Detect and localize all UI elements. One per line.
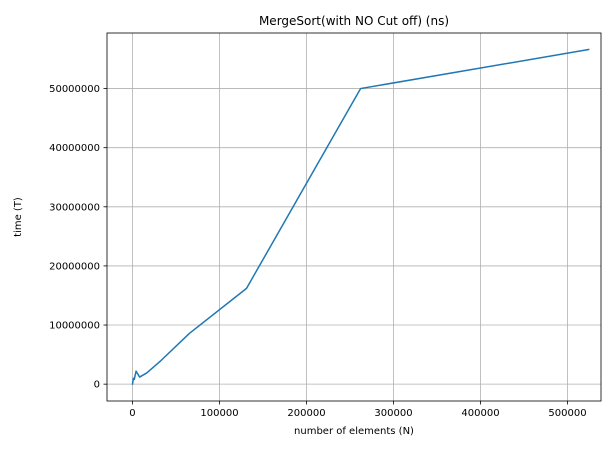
y-tick-label: 20000000 [49,261,100,272]
x-tick-label: 100000 [200,408,238,419]
y-tick-label: 50000000 [49,84,100,95]
plot-frame [106,32,602,402]
x-tick-label: 400000 [461,408,499,419]
y-tick-label: 40000000 [49,143,100,154]
grid [107,33,601,401]
series-lines [131,48,590,385]
y-axis-label: time (T) [13,197,24,237]
x-axis-ticks: 0 100000 200000 300000 400000 500000 [129,401,587,419]
y-tick-label: 0 [94,380,100,391]
x-tick-label: 500000 [548,408,586,419]
x-tick-label: 200000 [287,408,325,419]
x-tick-label: 0 [129,408,135,419]
y-axis-ticks: 0 10000000 20000000 30000000 40000000 5000000… [49,84,107,391]
y-tick-label: 30000000 [49,202,100,213]
chart-title: MergeSort(with NO Cut off) (ns) [259,14,449,28]
y-tick-label: 10000000 [49,321,100,332]
series-line [131,48,590,385]
x-axis-label: number of elements (N) [294,426,414,437]
x-tick-label: 300000 [374,408,412,419]
